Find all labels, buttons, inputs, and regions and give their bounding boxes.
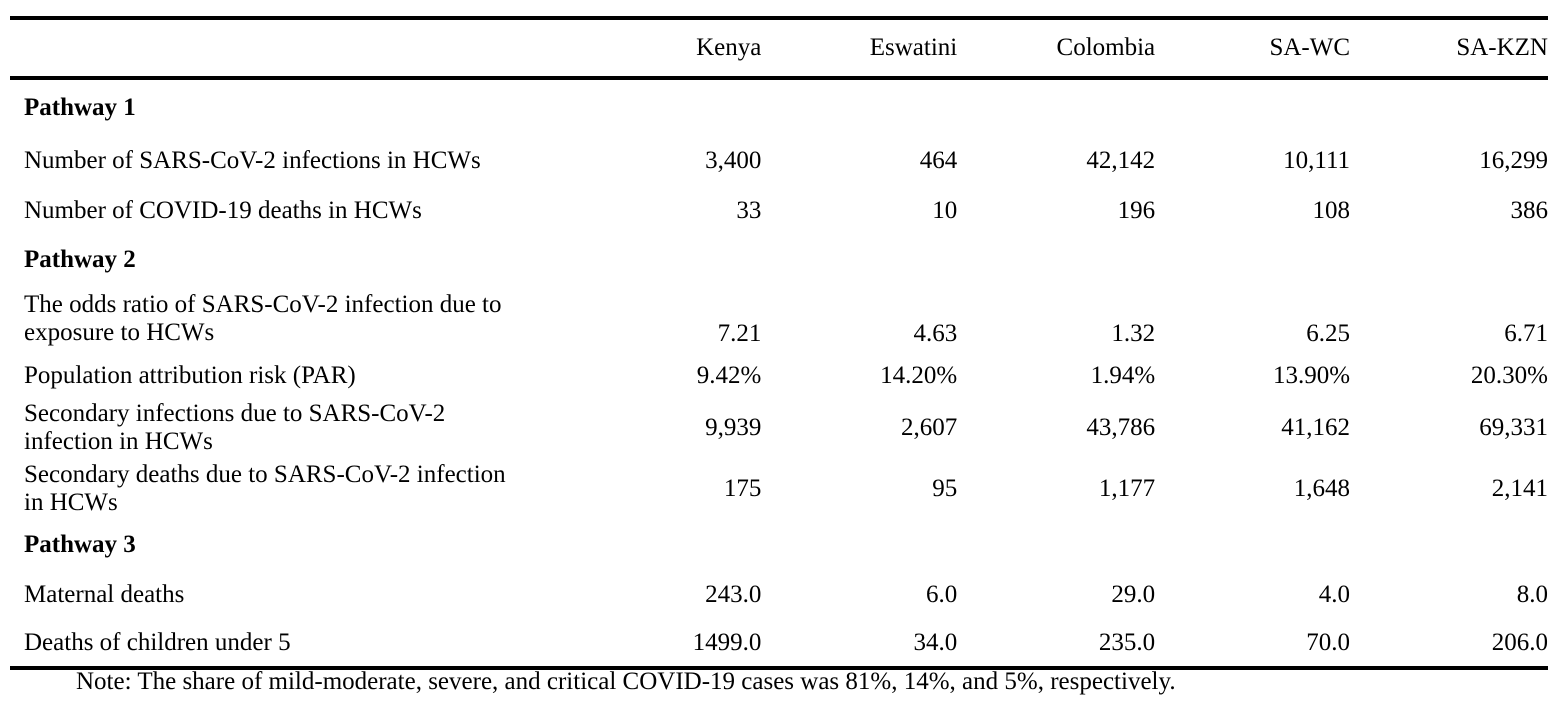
cell-colombia: 196 bbox=[1117, 197, 1156, 224]
row-label-line: exposure to HCWs bbox=[24, 319, 215, 346]
cell-sa-wc: 13.90% bbox=[1272, 362, 1351, 389]
cell-kenya: 33 bbox=[736, 197, 762, 224]
cell-sa-kzn: 69,331 bbox=[1479, 414, 1548, 441]
cell-sa-wc: 70.0 bbox=[1306, 629, 1351, 656]
table-row: Number of SARS-CoV-2 infections in HCWs … bbox=[10, 136, 1548, 186]
row-label-line: infection in HCWs bbox=[24, 428, 213, 455]
cell-kenya: 7.21 bbox=[717, 320, 762, 347]
cell-eswatini: 464 bbox=[919, 147, 958, 174]
cell-colombia: 235.0 bbox=[1098, 629, 1156, 656]
table-row: Secondary infections due to SARS-CoV-2 i… bbox=[10, 398, 1548, 458]
row-label: Secondary deaths due to SARS-CoV-2 infec… bbox=[10, 458, 571, 520]
row-label: Number of SARS-CoV-2 infections in HCWs bbox=[24, 147, 481, 174]
cell-sa-kzn: 2,141 bbox=[1491, 475, 1548, 502]
cell-sa-wc: 108 bbox=[1312, 197, 1351, 224]
cell-eswatini: 95 bbox=[932, 475, 958, 502]
results-table: Kenya Eswatini Colombia SA-WC SA-KZN Pat… bbox=[10, 16, 1548, 670]
table-row: Deaths of children under 5 1499.0 34.0 2… bbox=[10, 620, 1548, 668]
section-row-pathway-2: Pathway 2 bbox=[10, 236, 1548, 284]
row-label: The odds ratio of SARS-CoV-2 infection d… bbox=[10, 284, 571, 354]
cell-sa-wc: 1,648 bbox=[1293, 475, 1351, 502]
table-row: Maternal deaths 243.0 6.0 29.0 4.0 8.0 bbox=[10, 570, 1548, 620]
cell-eswatini: 10 bbox=[932, 197, 958, 224]
header-sa-wc: SA-WC bbox=[1269, 34, 1351, 61]
header-label-cell bbox=[10, 18, 571, 78]
cell-kenya: 9,939 bbox=[705, 414, 762, 441]
row-label-line: The odds ratio of SARS-CoV-2 infection d… bbox=[24, 291, 502, 318]
cell-sa-wc: 4.0 bbox=[1318, 581, 1351, 608]
cell-sa-wc: 10,111 bbox=[1283, 147, 1351, 174]
row-label: Deaths of children under 5 bbox=[24, 629, 291, 656]
cell-kenya: 9.42% bbox=[696, 362, 762, 389]
cell-colombia: 1,177 bbox=[1098, 475, 1156, 502]
cell-kenya: 175 bbox=[723, 475, 762, 502]
section-label: Pathway 1 bbox=[24, 94, 136, 121]
cell-sa-wc: 6.25 bbox=[1306, 320, 1351, 347]
cell-sa-wc: 41,162 bbox=[1281, 414, 1351, 441]
cell-sa-kzn: 16,299 bbox=[1479, 147, 1548, 174]
header-eswatini: Eswatini bbox=[869, 34, 958, 61]
cell-eswatini: 2,607 bbox=[900, 414, 958, 441]
table-row: Number of COVID-19 deaths in HCWs 33 10 … bbox=[10, 186, 1548, 236]
cell-sa-kzn: 6.71 bbox=[1504, 320, 1548, 347]
row-label: Secondary infections due to SARS-CoV-2 i… bbox=[10, 398, 571, 458]
cell-sa-kzn: 206.0 bbox=[1491, 629, 1548, 656]
header-colombia: Colombia bbox=[1056, 34, 1156, 61]
table-note: Note: The share of mild-moderate, severe… bbox=[76, 668, 1176, 695]
row-label: Population attribution risk (PAR) bbox=[24, 362, 356, 389]
table-row: Population attribution risk (PAR) 9.42% … bbox=[10, 354, 1548, 398]
cell-colombia: 1.94% bbox=[1090, 362, 1156, 389]
cell-kenya: 3,400 bbox=[705, 147, 762, 174]
row-label-line: in HCWs bbox=[24, 489, 118, 516]
section-row-pathway-3: Pathway 3 bbox=[10, 520, 1548, 570]
cell-sa-kzn: 20.30% bbox=[1470, 362, 1548, 389]
header-sa-kzn: SA-KZN bbox=[1456, 34, 1548, 61]
cell-colombia: 42,142 bbox=[1086, 147, 1156, 174]
row-label: Maternal deaths bbox=[24, 581, 185, 608]
row-label-line: Secondary deaths due to SARS-CoV-2 infec… bbox=[24, 461, 506, 488]
results-table-container: Kenya Eswatini Colombia SA-WC SA-KZN Pat… bbox=[10, 16, 1548, 670]
cell-sa-kzn: 386 bbox=[1510, 197, 1549, 224]
cell-sa-kzn: 8.0 bbox=[1516, 581, 1548, 608]
cell-eswatini: 14.20% bbox=[880, 362, 958, 389]
table-row: Secondary deaths due to SARS-CoV-2 infec… bbox=[10, 458, 1548, 520]
section-label: Pathway 3 bbox=[24, 531, 136, 558]
section-row-pathway-1: Pathway 1 bbox=[10, 78, 1548, 136]
cell-kenya: 1499.0 bbox=[692, 629, 762, 656]
row-label: Number of COVID-19 deaths in HCWs bbox=[24, 197, 422, 224]
cell-colombia: 29.0 bbox=[1111, 581, 1156, 608]
cell-colombia: 1.32 bbox=[1111, 320, 1156, 347]
row-label-line: Secondary infections due to SARS-CoV-2 bbox=[24, 400, 446, 427]
table-row: The odds ratio of SARS-CoV-2 infection d… bbox=[10, 284, 1548, 354]
header-kenya: Kenya bbox=[696, 34, 762, 61]
table-header-row: Kenya Eswatini Colombia SA-WC SA-KZN bbox=[10, 18, 1548, 78]
cell-eswatini: 6.0 bbox=[925, 581, 958, 608]
cell-eswatini: 4.63 bbox=[913, 320, 958, 347]
cell-eswatini: 34.0 bbox=[913, 629, 958, 656]
cell-colombia: 43,786 bbox=[1086, 414, 1156, 441]
section-label: Pathway 2 bbox=[24, 246, 136, 273]
cell-kenya: 243.0 bbox=[705, 581, 762, 608]
